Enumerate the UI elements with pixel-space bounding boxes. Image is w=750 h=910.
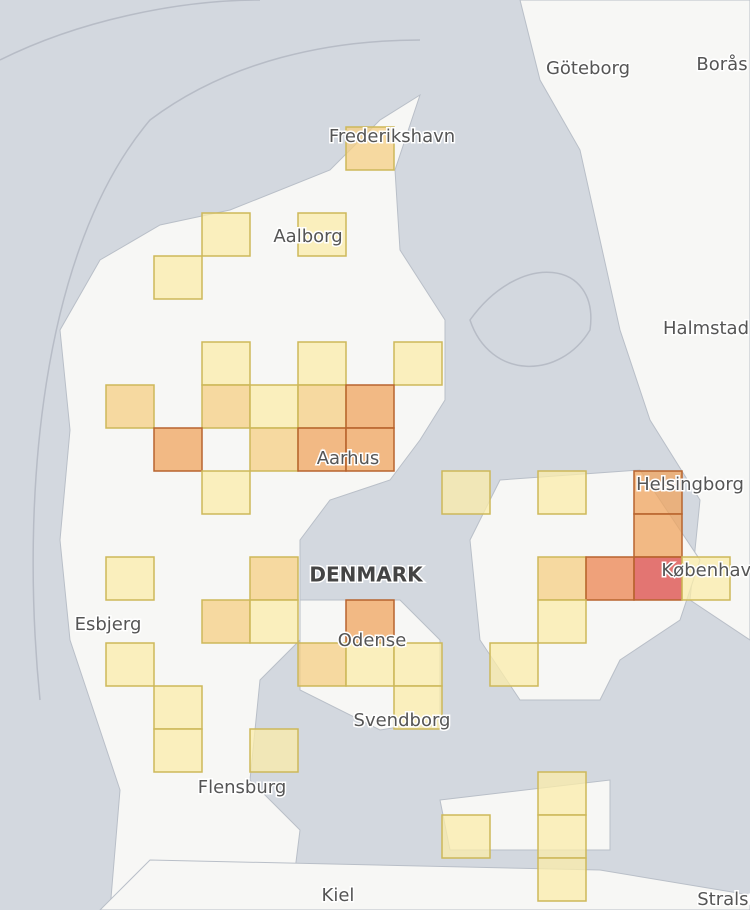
heat-cell [393,685,443,730]
heat-cell [201,341,251,386]
place-label: Halmstad [663,318,749,339]
maritime-border [469,271,592,367]
heat-cell [297,384,347,429]
heat-cell [249,556,299,601]
heat-cell [393,341,443,386]
place-label: Borås [696,54,747,75]
heat-cell [489,642,539,687]
place-label: Aarhus [317,448,380,469]
heat-cell [153,685,203,730]
place-label: Flensburg [198,777,287,798]
heat-cell [537,470,587,515]
heat-cell [249,427,299,472]
heat-cell [537,814,587,859]
heat-cell [297,212,347,257]
heat-cell [201,384,251,429]
heat-cell [201,212,251,257]
heat-cell [201,470,251,515]
heat-cell [441,470,491,515]
heat-cell [153,427,203,472]
heat-cell [153,728,203,773]
heat-cell [537,771,587,816]
heat-cell [633,513,683,558]
place-label: Odense [338,630,407,651]
maritime-border [0,0,421,701]
heat-cell [345,384,395,429]
heat-cell [297,341,347,386]
heat-cell [105,384,155,429]
place-label: Stralsund [697,889,750,910]
heat-cell [345,427,395,472]
heat-cell [633,470,683,515]
heat-cell [345,126,395,171]
heat-cell [345,642,395,687]
heat-cell [249,599,299,644]
heat-cell [201,599,251,644]
heat-cell [105,642,155,687]
heat-cell [537,857,587,902]
heat-cell [441,814,491,859]
heat-cell [681,556,731,601]
place-label: Kiel [322,885,355,906]
heat-cell [105,556,155,601]
place-labels: Göteborg Borås Frederikshavn Aalborg Hal… [73,53,750,910]
heat-cell [537,556,587,601]
heat-cell [633,556,683,601]
place-label: Aalborg [273,226,342,247]
place-label: København [661,560,750,581]
place-label: Frederikshavn [329,126,455,147]
heat-cell [249,384,299,429]
sweden [519,0,750,641]
heat-cell [345,599,395,644]
heat-cell [153,255,203,300]
heat-grid [105,126,731,902]
heat-cell [585,556,635,601]
place-label: Göteborg [546,58,630,79]
heat-cell [249,728,299,773]
heat-cell [537,599,587,644]
place-label: Helsingborg [636,474,744,495]
heat-cell [393,642,443,687]
country-label: DENMARK [309,563,424,587]
place-label: Esbjerg [75,614,142,635]
germany [99,859,750,910]
place-label: Svendborg [354,710,451,731]
